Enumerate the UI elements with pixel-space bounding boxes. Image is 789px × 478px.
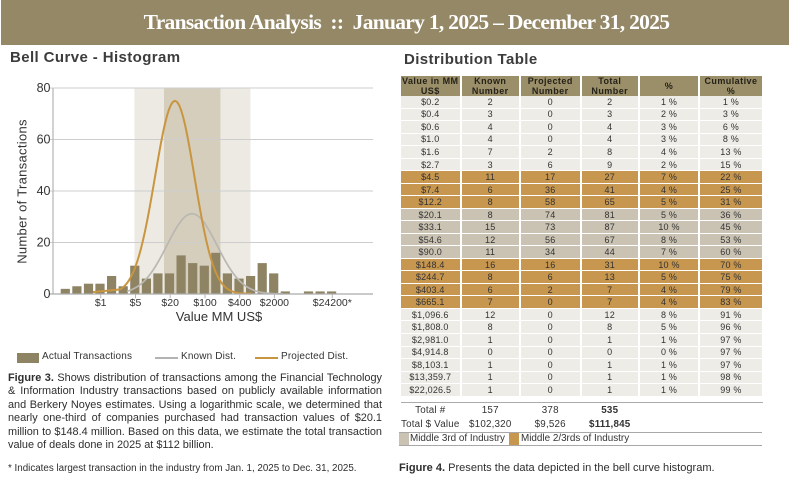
- svg-text:$5: $5: [130, 297, 142, 309]
- svg-text:20: 20: [37, 236, 51, 250]
- svg-text:$2000: $2000: [260, 297, 289, 309]
- svg-text:40: 40: [37, 184, 51, 198]
- svg-text:60: 60: [37, 133, 51, 147]
- svg-text:Number of Transactions: Number of Transactions: [15, 119, 30, 264]
- svg-text:$100: $100: [193, 297, 217, 309]
- svg-text:80: 80: [37, 81, 51, 95]
- svg-text:$400: $400: [228, 297, 252, 309]
- svg-text:0: 0: [44, 287, 51, 301]
- svg-text:$24200*: $24200*: [313, 297, 352, 309]
- svg-text:$20: $20: [161, 297, 179, 309]
- svg-text:$1: $1: [95, 297, 107, 309]
- svg-text:Value MM US$: Value MM US$: [176, 309, 263, 324]
